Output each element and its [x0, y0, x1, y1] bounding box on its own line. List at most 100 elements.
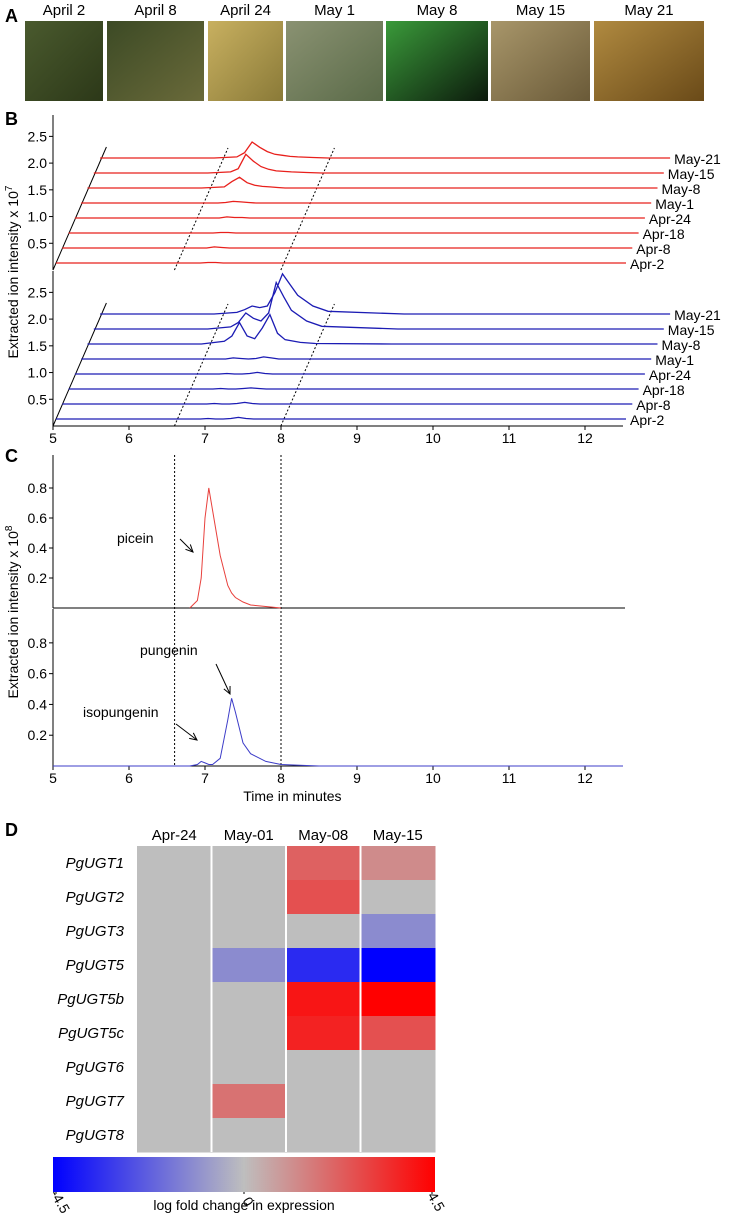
trace: [74, 216, 645, 219]
row-label: PgUGT6: [66, 1059, 125, 1076]
photo-caption: May 15: [516, 2, 565, 19]
y-axis-label: Extracted ion intensity x 108: [4, 525, 21, 698]
y-tick-label: 0.8: [28, 480, 48, 496]
heatmap-cell: [286, 948, 361, 983]
annotation-arrow: [215, 663, 231, 695]
series-label: May-1: [655, 196, 694, 212]
heatmap-cell: [211, 880, 287, 915]
x-tick-label: 12: [577, 770, 593, 786]
photo: [208, 21, 283, 101]
colorbar-tick-label: 4.5: [425, 1189, 449, 1214]
guide-line: [280, 303, 335, 427]
depth-axis: [52, 146, 107, 271]
y-tick-label: 1.0: [28, 209, 48, 225]
photo: [386, 21, 488, 101]
heatmap-cell: [286, 1118, 361, 1153]
y-tick-label: 0.2: [28, 727, 48, 743]
heatmap-cell: [286, 914, 361, 949]
heatmap-cell: [360, 1084, 436, 1119]
trace: [100, 272, 671, 315]
heatmap-cell: [360, 846, 436, 881]
guide-line: [173, 147, 229, 271]
y-axis-label-exponent: 8: [4, 525, 15, 531]
y-tick-label: 0.6: [28, 666, 48, 682]
trace: [56, 416, 626, 420]
heatmap-cell: [211, 846, 287, 881]
y-tick-label: 2.0: [28, 155, 48, 171]
heatmap-cell: [360, 948, 436, 983]
photo: [107, 21, 204, 101]
trace: [68, 387, 639, 390]
trace: [81, 200, 652, 204]
x-tick-label: 10: [425, 430, 441, 446]
x-tick-label: 11: [502, 430, 517, 446]
series-label: Apr-2: [630, 412, 664, 428]
heatmap-cell: [137, 1084, 212, 1119]
series-label: Apr-18: [643, 226, 685, 242]
x-tick-label: 11: [502, 770, 517, 786]
heatmap-cell: [286, 1016, 361, 1051]
row-label: PgUGT3: [66, 923, 125, 940]
series-label: Apr-8: [636, 241, 670, 257]
row-label: PgUGT8: [66, 1127, 125, 1144]
heatmap-cell: [137, 880, 212, 915]
heatmap-cell: [360, 1050, 436, 1085]
heatmap-cell: [137, 1050, 212, 1085]
photo-caption: April 8: [134, 2, 177, 19]
annotation-arrow: [175, 723, 198, 741]
arrow-head: [189, 732, 198, 741]
y-tick-label: 2.0: [28, 311, 48, 327]
y-tick-label: 0.5: [28, 391, 48, 407]
x-tick-label: 12: [577, 430, 593, 446]
heatmap-cell: [211, 1050, 287, 1085]
heatmap-cell: [137, 982, 212, 1017]
series-label: Apr-18: [643, 382, 685, 398]
trace: [81, 356, 652, 360]
heatmap-cell: [286, 982, 361, 1017]
series-label: May-15: [668, 166, 715, 182]
y-axis-label-exponent: 7: [4, 185, 15, 191]
trace: [87, 176, 658, 189]
annotation-arrow: [179, 538, 194, 553]
trace: [53, 698, 623, 767]
heatmap-cell: [137, 846, 212, 881]
depth-axis: [52, 302, 107, 427]
y-tick-label: 0.8: [28, 635, 48, 651]
arrow-head: [185, 544, 194, 553]
x-tick-label: 7: [201, 770, 209, 786]
trace: [62, 401, 633, 405]
series-label: May-8: [662, 181, 701, 197]
panel-label: B: [5, 109, 18, 129]
y-axis-label: Extracted ion intensity x 107: [4, 185, 21, 358]
heatmap-cell: [360, 982, 436, 1017]
column-label: May-01: [224, 827, 274, 844]
row-label: PgUGT5b: [57, 991, 124, 1008]
heatmap-cell: [137, 1118, 212, 1153]
series-label: May-21: [674, 307, 721, 323]
y-tick-label: 0.2: [28, 570, 48, 586]
heatmap-cell: [286, 1050, 361, 1085]
photo-caption: May 1: [314, 2, 355, 19]
photo: [491, 21, 590, 101]
annotation: picein: [117, 530, 154, 546]
panel-label: A: [5, 6, 18, 26]
series-label: May-21: [674, 151, 721, 167]
annotation: pungenin: [140, 642, 198, 658]
heatmap-cell: [211, 948, 287, 983]
heatmap-cell: [137, 914, 212, 949]
colorbar: [53, 1157, 435, 1192]
series-label: May-8: [662, 337, 701, 353]
photo: [286, 21, 383, 101]
heatmap-cell: [211, 982, 287, 1017]
y-tick-label: 1.5: [28, 338, 48, 354]
y-tick-label: 0.4: [28, 696, 48, 712]
series-label: May-15: [668, 322, 715, 338]
y-axis-label-text: Extracted ion intensity x 10: [5, 531, 21, 699]
column-label: May-08: [298, 827, 348, 844]
heatmap-cell: [360, 914, 436, 949]
photo: [594, 21, 704, 101]
heatmap-cell: [286, 880, 361, 915]
x-tick-label: 6: [125, 430, 133, 446]
y-tick-label: 0.4: [28, 540, 48, 556]
x-tick-label: 5: [49, 430, 57, 446]
